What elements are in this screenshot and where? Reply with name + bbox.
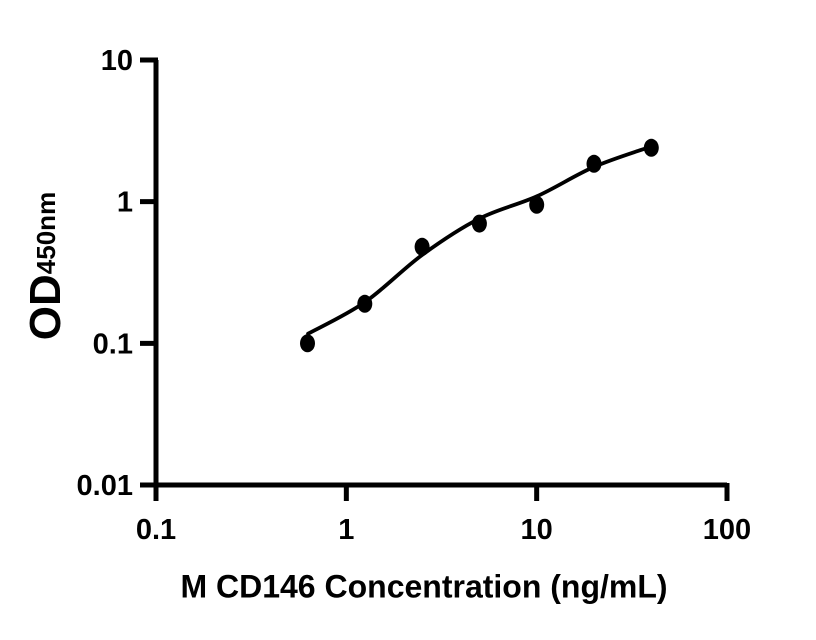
y-tick-label: 0.01	[77, 470, 133, 502]
y-tick-label: 10	[101, 45, 133, 77]
data-point	[300, 334, 315, 353]
axis-lines	[153, 60, 727, 488]
data-point	[414, 237, 430, 256]
y-tick-label: 0.1	[93, 328, 133, 360]
x-axis-title: M CD146 Concentration (ng/mL)	[180, 568, 668, 605]
data-point	[357, 294, 373, 313]
data-point	[586, 154, 602, 173]
data-point	[529, 195, 545, 214]
x-tick-label: 10	[521, 514, 553, 546]
x-tick-label: 1	[338, 514, 354, 546]
y-tick-label: 1	[117, 187, 133, 219]
y-axis-title-main: OD	[21, 274, 70, 341]
y-axis-title: OD 450nm	[21, 191, 70, 341]
y-axis-title-subscript: 450nm	[31, 191, 61, 275]
x-tick-label: 0.1	[136, 514, 176, 546]
data-point	[471, 214, 487, 233]
x-tick-label: 100	[703, 514, 751, 546]
data-point	[643, 138, 659, 157]
